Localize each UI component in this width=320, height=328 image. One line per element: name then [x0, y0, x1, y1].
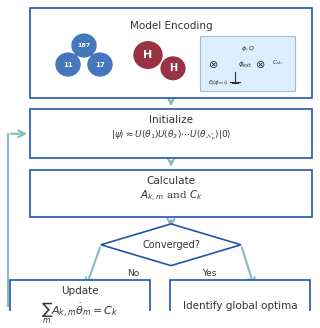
Polygon shape — [101, 224, 241, 266]
Circle shape — [88, 53, 112, 76]
Text: $C_{\rm sh}$: $C_{\rm sh}$ — [272, 58, 283, 67]
Text: H: H — [143, 50, 153, 60]
FancyBboxPatch shape — [30, 8, 312, 98]
Circle shape — [72, 34, 96, 57]
Text: Converged?: Converged? — [142, 240, 200, 250]
FancyBboxPatch shape — [30, 170, 312, 217]
FancyBboxPatch shape — [170, 280, 310, 328]
Text: $E_J(\phi_{\rm ext})$: $E_J(\phi_{\rm ext})$ — [208, 78, 228, 89]
Text: Identify global optima: Identify global optima — [183, 301, 297, 311]
FancyBboxPatch shape — [30, 109, 312, 158]
Text: H: H — [169, 63, 177, 73]
Circle shape — [134, 42, 162, 68]
Text: $\otimes$: $\otimes$ — [255, 59, 265, 70]
Text: $\phi_{\rm ext}$: $\phi_{\rm ext}$ — [238, 59, 252, 70]
Text: $|\psi\rangle \approx U(\theta_1)U(\theta_2)\cdots U(\theta_{\mathcal{N}_p})|0\r: $|\psi\rangle \approx U(\theta_1)U(\thet… — [111, 128, 231, 143]
Text: 187: 187 — [77, 43, 91, 48]
Text: Yes: Yes — [202, 269, 216, 278]
Text: No: No — [127, 269, 139, 278]
Circle shape — [161, 57, 185, 80]
Text: $\phi, Q$: $\phi, Q$ — [241, 44, 254, 52]
FancyBboxPatch shape — [10, 280, 150, 328]
FancyBboxPatch shape — [200, 36, 295, 91]
Text: 11: 11 — [63, 62, 73, 68]
Text: Model Encoding: Model Encoding — [130, 21, 212, 31]
Circle shape — [56, 53, 80, 76]
Text: Initialize: Initialize — [149, 115, 193, 125]
Text: 17: 17 — [95, 62, 105, 68]
Text: Calculate: Calculate — [147, 175, 196, 186]
Text: $\sum_{m} A_{k,m}\dot{\theta}_m = C_k$: $\sum_{m} A_{k,m}\dot{\theta}_m = C_k$ — [42, 301, 118, 326]
Text: $A_{k,m}$ and $C_k$: $A_{k,m}$ and $C_k$ — [140, 189, 202, 204]
Text: Update: Update — [61, 286, 99, 296]
Text: $\otimes$: $\otimes$ — [208, 59, 218, 70]
